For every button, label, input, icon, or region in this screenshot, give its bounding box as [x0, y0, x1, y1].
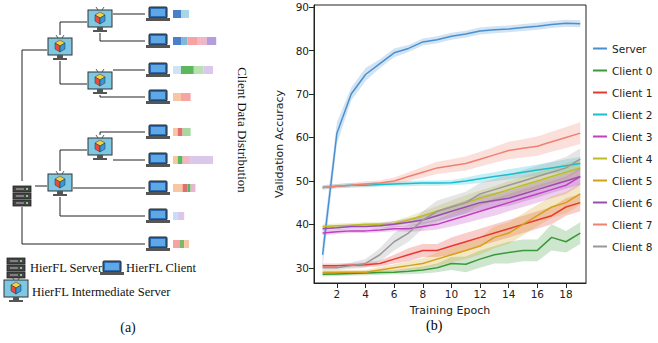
- svg-text:Client 4: Client 4: [612, 153, 653, 165]
- svg-text:Client 0: Client 0: [612, 65, 652, 77]
- svg-text:Client 8: Client 8: [612, 241, 652, 253]
- svg-text:60: 60: [296, 131, 309, 143]
- svg-text:40: 40: [296, 218, 309, 230]
- svg-text:Client 3: Client 3: [612, 131, 652, 143]
- html-text:(b): (b): [426, 318, 443, 333]
- svg-text:Training Epoch: Training Epoch: [409, 304, 491, 317]
- svg-text:HierFL Client: HierFL Client: [126, 261, 197, 275]
- svg-text:14: 14: [502, 288, 516, 300]
- svg-text:Server: Server: [612, 43, 647, 55]
- svg-text:2: 2: [334, 288, 341, 300]
- svg-text:12: 12: [473, 288, 486, 300]
- svg-text:80: 80: [296, 45, 309, 57]
- svg-text:6: 6: [391, 288, 398, 300]
- svg-text:70: 70: [296, 88, 309, 100]
- svg-text:Client 5: Client 5: [612, 175, 652, 187]
- svg-text:8: 8: [419, 288, 426, 300]
- svg-text:16: 16: [531, 288, 545, 300]
- svg-text:18: 18: [559, 288, 572, 300]
- svg-text:30: 30: [296, 262, 309, 274]
- svg-text:HierFL Intermediate Server: HierFL Intermediate Server: [32, 285, 171, 299]
- svg-text:HierFL Server: HierFL Server: [30, 261, 103, 275]
- svg-text:10: 10: [445, 288, 458, 300]
- svg-text:(a): (a): [120, 320, 136, 336]
- svg-text:4: 4: [362, 288, 369, 300]
- svg-text:Client 1: Client 1: [612, 87, 652, 99]
- svg-text:50: 50: [296, 175, 309, 187]
- svg-text:90: 90: [296, 1, 309, 13]
- svg-text:Client 2: Client 2: [612, 109, 652, 121]
- svg-text:Client Data Distribution: Client Data Distribution: [235, 67, 250, 193]
- svg-text:Client 7: Client 7: [612, 219, 652, 231]
- svg-text:Client 6: Client 6: [612, 197, 653, 209]
- svg-text:Validation Accuracy: Validation Accuracy: [273, 89, 286, 198]
